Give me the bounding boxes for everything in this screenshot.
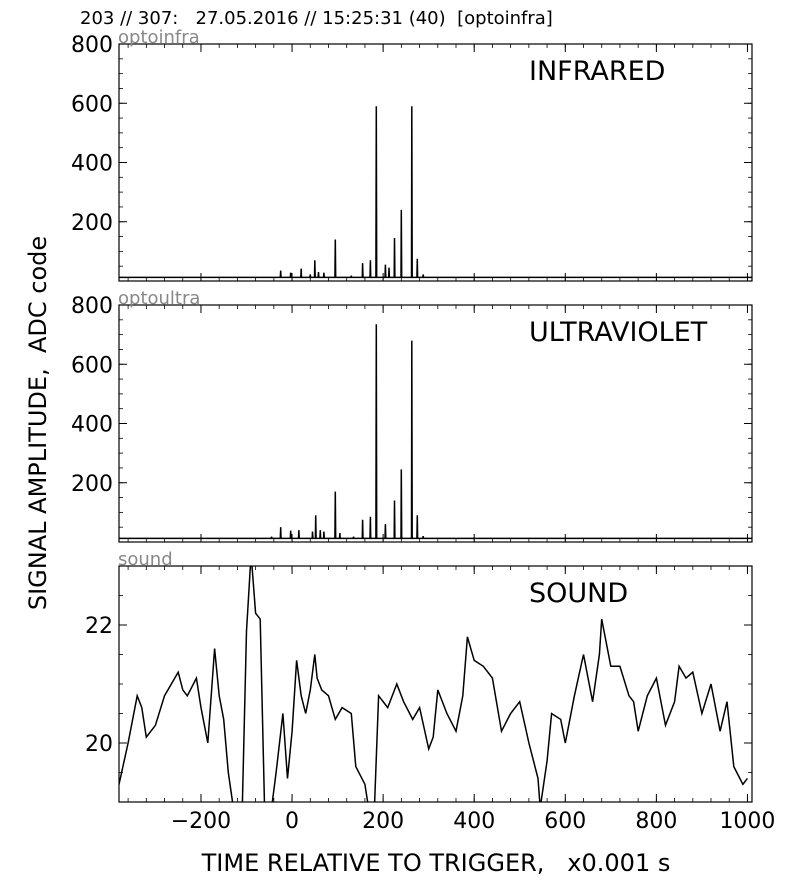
x-tick-label: 600	[544, 809, 586, 834]
panel-title: ULTRAVIOLET	[529, 317, 708, 348]
y-tick-label: 200	[71, 472, 113, 497]
panel-name-label: optoultra	[118, 288, 200, 309]
panel-name-label: optoinfra	[118, 27, 200, 48]
y-tick-label: 400	[71, 413, 113, 438]
x-tick-label: 200	[362, 809, 404, 834]
panel-optoultra: 200 400 600 800 optoultra ULTRAVIOLET	[71, 288, 753, 543]
x-axis-label: TIME RELATIVE TO TRIGGER, x0.001 s	[201, 849, 671, 877]
y-tick-label: 800	[71, 33, 113, 58]
series-line-sound	[119, 566, 748, 802]
panel-name-label: sound	[118, 549, 173, 570]
x-tick-label: 800	[635, 809, 677, 834]
x-tick-label: 400	[453, 809, 495, 834]
series-line-optoultra	[119, 324, 752, 540]
panel-sound: 20 22 sound SOUND	[85, 549, 753, 803]
x-tick-label: 0	[285, 809, 299, 834]
y-tick-label: 400	[71, 152, 113, 177]
y-tick-label: 600	[71, 92, 113, 117]
y-tick-label: 800	[71, 294, 113, 319]
y-tick-label: 600	[71, 353, 113, 378]
series-line-optoinfra	[119, 106, 752, 279]
panel-optoinfra: 200 400 600 800 optoinfra INFRARED	[71, 27, 753, 282]
y-tick-label: 200	[71, 211, 113, 236]
panel-title: SOUND	[529, 578, 628, 609]
x-tick-label: −200	[171, 809, 231, 834]
y-tick-label: 22	[85, 614, 113, 639]
x-tick-label: 1000	[719, 809, 775, 834]
figure-header: 203 // 307: 27.05.2016 // 15:25:31 (40) …	[80, 8, 553, 29]
panel-title: INFRARED	[529, 56, 665, 87]
y-tick-label: 20	[85, 732, 113, 757]
